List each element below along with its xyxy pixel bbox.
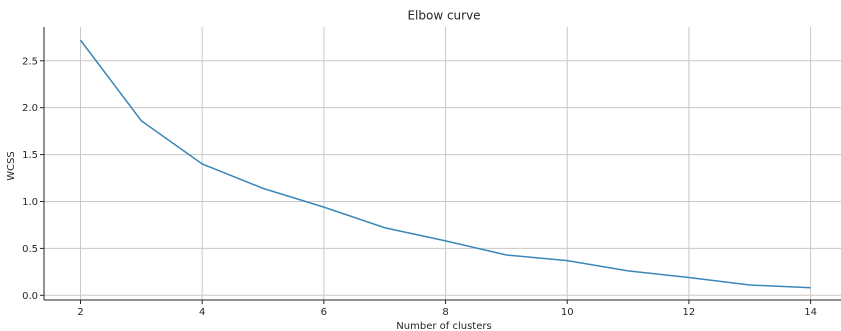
x-tick-label: 14 — [804, 307, 817, 318]
y-tick-label: 1.5 — [22, 150, 38, 161]
x-tick-label: 4 — [199, 307, 205, 318]
x-axis-ticks: 2 4 6 8 10 12 14 — [77, 300, 817, 318]
grid-lines — [44, 27, 841, 300]
x-tick-label: 8 — [442, 307, 448, 318]
x-tick-label: 12 — [683, 307, 696, 318]
y-tick-label: 0.0 — [22, 291, 38, 302]
x-tick-label: 2 — [77, 307, 83, 318]
x-tick-label: 10 — [561, 307, 574, 318]
y-axis-ticks: 0.0 0.5 1.0 1.5 2.0 2.5 — [22, 56, 44, 302]
y-tick-label: 1.0 — [22, 197, 38, 208]
y-tick-label: 2.0 — [22, 103, 38, 114]
y-tick-label: 2.5 — [22, 56, 38, 67]
x-axis-label: Number of clusters — [396, 321, 491, 331]
series-line-wcss — [79, 39, 811, 289]
chart-title: Elbow curve — [407, 9, 480, 23]
axes — [43, 27, 841, 301]
y-axis-label: WCSS — [6, 151, 17, 181]
y-tick-label: 0.5 — [22, 244, 38, 255]
x-tick-label: 6 — [321, 307, 327, 318]
